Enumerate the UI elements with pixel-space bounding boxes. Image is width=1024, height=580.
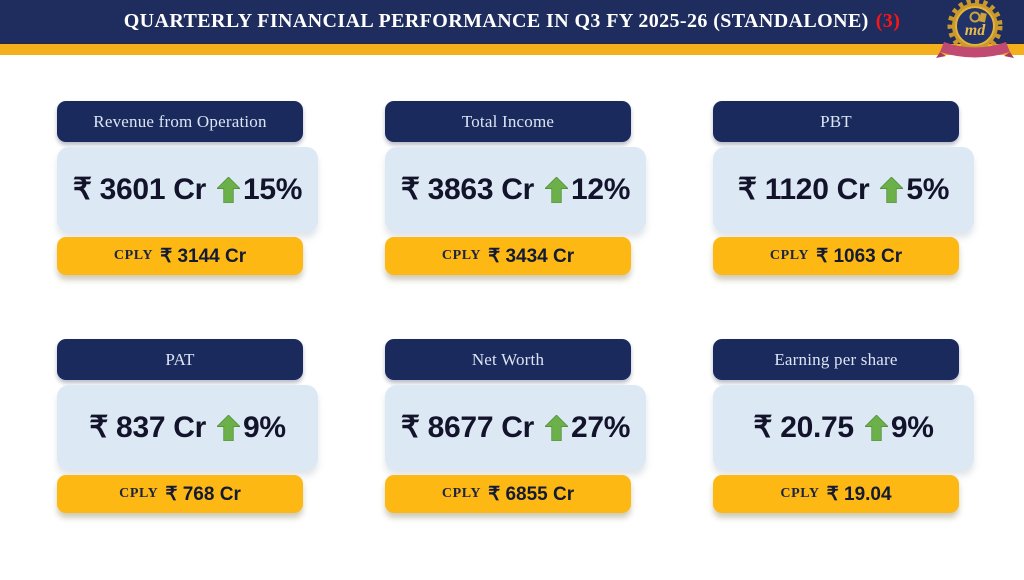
metric-value: ₹ 1120 Cr xyxy=(737,173,870,206)
metric-card-pbt: PBT ₹ 1120 Cr 5% CPLY ₹ 1063 Cr xyxy=(713,101,974,275)
cply-value: ₹ 19.04 xyxy=(826,483,892,505)
accent-stripe xyxy=(0,43,1024,55)
up-arrow-icon xyxy=(216,176,240,203)
cply-value: ₹ 1063 Cr xyxy=(816,245,903,267)
card-title: PAT xyxy=(165,349,195,369)
metric-card-net-worth: Net Worth ₹ 8677 Cr 27% CPLY ₹ 6855 Cr xyxy=(385,339,646,513)
title-badge: (3) xyxy=(875,10,901,32)
metric-value: ₹ 837 Cr xyxy=(89,411,206,444)
metric-value: ₹ 3863 Cr xyxy=(400,173,534,206)
card-header: PBT xyxy=(713,101,959,142)
metric-card-eps: Earning per share ₹ 20.75 9% CPLY ₹ 19.0… xyxy=(713,339,974,513)
page-title-text: QUARTERLY FINANCIAL PERFORMANCE IN Q3 FY… xyxy=(123,10,869,32)
gear-icon xyxy=(947,0,1003,54)
card-value-panel: ₹ 20.75 9% xyxy=(713,385,974,470)
metric-value: ₹ 20.75 xyxy=(753,411,854,444)
metric-change: 9% xyxy=(890,410,934,444)
metric-value: ₹ 3601 Cr xyxy=(72,173,206,206)
metric-change: 12% xyxy=(570,172,631,206)
company-logo: md xyxy=(936,0,1014,60)
metric-card-pat: PAT ₹ 837 Cr 9% CPLY ₹ 768 Cr xyxy=(57,339,318,513)
cply-bar: CPLY ₹ 6855 Cr xyxy=(385,475,631,513)
up-arrow-icon xyxy=(217,414,240,441)
cply-bar: CPLY ₹ 3144 Cr xyxy=(57,237,303,275)
up-arrow-icon xyxy=(544,414,568,441)
card-header: Total Income xyxy=(385,101,631,142)
cply-value: ₹ 768 Cr xyxy=(165,483,241,505)
cply-label: CPLY xyxy=(780,486,820,501)
cply-value: ₹ 6855 Cr xyxy=(488,483,575,505)
title-bar: QUARTERLY FINANCIAL PERFORMANCE IN Q3 FY… xyxy=(0,0,1024,43)
cply-label: CPLY xyxy=(769,248,810,263)
metric-card-revenue: Revenue from Operation ₹ 3601 Cr 15% CPL… xyxy=(57,101,318,275)
up-arrow-icon xyxy=(864,414,888,441)
card-value-panel: ₹ 3601 Cr 15% xyxy=(57,147,318,232)
cply-bar: CPLY ₹ 3434 Cr xyxy=(385,237,631,275)
metric-value: ₹ 8677 Cr xyxy=(400,411,534,444)
card-value-panel: ₹ 837 Cr 9% xyxy=(57,385,318,470)
card-title: Earning per share xyxy=(774,349,898,369)
card-header: Earning per share xyxy=(713,339,959,380)
metric-change: 9% xyxy=(243,410,286,444)
card-value-panel: ₹ 1120 Cr 5% xyxy=(713,147,974,232)
metric-change: 27% xyxy=(570,410,631,444)
cply-label: CPLY xyxy=(113,248,154,263)
card-title: Net Worth xyxy=(471,349,545,369)
card-title: PBT xyxy=(820,111,852,131)
cply-bar: CPLY ₹ 768 Cr xyxy=(57,475,303,513)
card-value-panel: ₹ 3863 Cr 12% xyxy=(385,147,646,232)
card-title: Revenue from Operation xyxy=(93,111,267,131)
card-value-panel: ₹ 8677 Cr 27% xyxy=(385,385,646,470)
card-header: Revenue from Operation xyxy=(57,101,303,142)
card-title: Total Income xyxy=(461,111,555,131)
cply-label: CPLY xyxy=(119,486,159,501)
cply-bar: CPLY ₹ 19.04 xyxy=(713,475,959,513)
cply-bar: CPLY ₹ 1063 Cr xyxy=(713,237,959,275)
card-header: Net Worth xyxy=(385,339,631,380)
up-arrow-icon xyxy=(880,176,904,203)
cply-value: ₹ 3144 Cr xyxy=(160,245,247,267)
metric-card-total-income: Total Income ₹ 3863 Cr 12% CPLY ₹ 3434 C… xyxy=(385,101,646,275)
svg-text:md: md xyxy=(965,22,986,39)
cply-label: CPLY xyxy=(441,486,482,501)
cply-label: CPLY xyxy=(441,248,482,263)
company-logo-emblem: md xyxy=(936,0,1014,58)
card-header: PAT xyxy=(57,339,303,380)
metric-change: 15% xyxy=(242,172,303,206)
page-title: QUARTERLY FINANCIAL PERFORMANCE IN Q3 FY… xyxy=(124,10,901,33)
cply-value: ₹ 3434 Cr xyxy=(488,245,575,267)
metric-change: 5% xyxy=(906,172,950,206)
ribbon-banner xyxy=(940,42,1010,58)
up-arrow-icon xyxy=(544,176,568,203)
